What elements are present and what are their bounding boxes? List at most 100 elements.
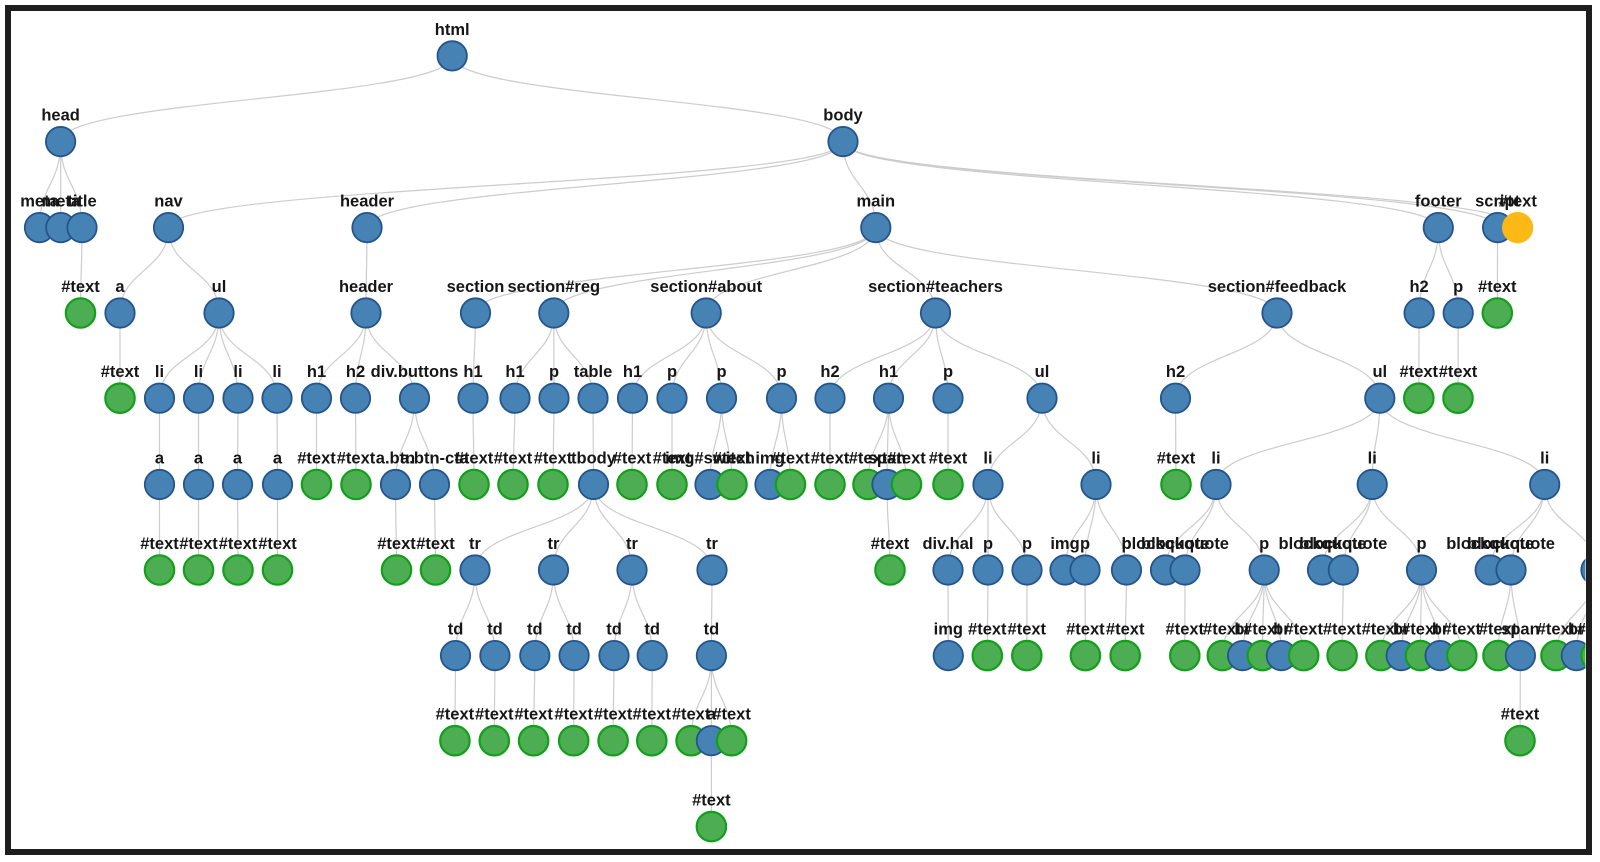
svg-text:#text: #text	[692, 792, 731, 810]
svg-text:head: head	[41, 107, 80, 125]
svg-text:#text: #text	[653, 450, 692, 468]
svg-text:h2: h2	[346, 363, 365, 381]
svg-text:p: p	[983, 535, 993, 553]
svg-text:#text: #text	[811, 450, 850, 468]
svg-text:#text: #text	[436, 706, 475, 724]
svg-text:#text: #text	[871, 535, 910, 553]
svg-text:blockquote: blockquote	[1121, 535, 1209, 553]
svg-text:div.hal: div.hal	[922, 535, 973, 553]
svg-text:a.btn: a.btn	[376, 450, 415, 468]
svg-text:footer: footer	[1415, 193, 1462, 211]
svg-text:#text: #text	[613, 450, 652, 468]
svg-text:main: main	[857, 193, 896, 211]
svg-text:#text: #text	[219, 535, 258, 553]
svg-text:tr: tr	[548, 535, 560, 553]
svg-text:#text: #text	[1501, 706, 1540, 724]
svg-text:#text: #text	[713, 450, 752, 468]
svg-text:p: p	[1080, 535, 1090, 553]
svg-text:br: br	[1568, 621, 1585, 639]
svg-text:p: p	[1453, 278, 1463, 296]
svg-text:ul: ul	[1035, 363, 1050, 381]
svg-text:a: a	[707, 706, 717, 724]
svg-text:#text: #text	[849, 450, 888, 468]
svg-text:h2: h2	[1409, 278, 1428, 296]
svg-text:blockquote: blockquote	[1299, 535, 1387, 553]
svg-text:img#switch: img#switch	[665, 450, 755, 468]
svg-text:li: li	[1540, 450, 1549, 468]
svg-text:td: td	[566, 621, 582, 639]
svg-text:p: p	[1022, 535, 1032, 553]
svg-text:#text: #text	[101, 363, 140, 381]
svg-text:#text: #text	[1439, 363, 1478, 381]
svg-text:tr: tr	[469, 535, 481, 553]
svg-text:#text: #text	[1400, 363, 1439, 381]
svg-text:#text: #text	[1479, 621, 1518, 639]
svg-text:img: img	[934, 621, 963, 639]
svg-text:#text: #text	[1443, 621, 1482, 639]
svg-text:h1: h1	[307, 363, 326, 381]
svg-text:p: p	[716, 363, 726, 381]
svg-text:table: table	[574, 363, 613, 381]
svg-text:header: header	[339, 278, 394, 296]
svg-text:#text: #text	[61, 278, 100, 296]
svg-text:#text: #text	[1478, 278, 1517, 296]
svg-text:#text: #text	[1157, 450, 1196, 468]
svg-text:header: header	[340, 193, 395, 211]
svg-text:li: li	[155, 363, 164, 381]
svg-text:h1: h1	[879, 363, 898, 381]
svg-text:#text: #text	[554, 706, 593, 724]
svg-text:ul: ul	[1372, 363, 1387, 381]
svg-text:meta: meta	[20, 193, 59, 211]
svg-text:br: br	[1234, 621, 1251, 639]
svg-text:h2: h2	[1166, 363, 1185, 381]
svg-text:span: span	[868, 450, 907, 468]
svg-text:blockquote: blockquote	[1467, 535, 1555, 553]
svg-text:#text: #text	[475, 706, 514, 724]
svg-text:#text: #text	[771, 450, 810, 468]
svg-text:td: td	[644, 621, 660, 639]
svg-text:#text: #text	[140, 535, 179, 553]
svg-text:#text: #text	[1323, 621, 1362, 639]
svg-text:#text: #text	[514, 706, 553, 724]
svg-text:#text: #text	[1106, 621, 1145, 639]
svg-text:#text: #text	[968, 621, 1007, 639]
svg-text:#text: #text	[1166, 621, 1205, 639]
svg-text:a.btn-cta: a.btn-cta	[400, 450, 470, 468]
svg-text:#text: #text	[258, 535, 297, 553]
svg-text:h1: h1	[505, 363, 524, 381]
svg-text:td: td	[487, 621, 503, 639]
svg-text:h1: h1	[623, 363, 642, 381]
svg-text:#text: #text	[1243, 621, 1282, 639]
svg-text:span: span	[1501, 621, 1540, 639]
svg-text:br: br	[1432, 621, 1449, 639]
svg-text:section#about: section#about	[650, 278, 762, 296]
svg-text:h2: h2	[820, 363, 839, 381]
svg-text:#text: #text	[297, 450, 336, 468]
svg-text:#text: #text	[1362, 621, 1401, 639]
svg-text:#text: #text	[1498, 193, 1537, 211]
svg-text:tbody: tbody	[571, 450, 617, 468]
svg-text:ul: ul	[212, 278, 227, 296]
svg-text:h1: h1	[463, 363, 482, 381]
svg-text:#text: #text	[887, 450, 926, 468]
svg-text:title: title	[67, 193, 96, 211]
svg-text:#text: #text	[1537, 621, 1576, 639]
svg-text:tr: tr	[626, 535, 638, 553]
svg-text:p: p	[1259, 535, 1269, 553]
svg-text:li: li	[983, 450, 992, 468]
svg-text:p: p	[776, 363, 786, 381]
svg-text:li: li	[1368, 450, 1377, 468]
svg-text:section#teachers: section#teachers	[868, 278, 1003, 296]
svg-text:script: script	[1475, 193, 1520, 211]
svg-text:a: a	[155, 450, 165, 468]
svg-text:section: section	[447, 278, 505, 296]
svg-text:li: li	[233, 363, 242, 381]
svg-text:#text: #text	[1203, 621, 1242, 639]
svg-text:#text: #text	[1284, 621, 1323, 639]
svg-text:#text: #text	[179, 535, 218, 553]
svg-text:blockquote: blockquote	[1446, 535, 1534, 553]
svg-text:#text: #text	[416, 535, 455, 553]
svg-text:#text: #text	[534, 450, 573, 468]
svg-text:#text: #text	[672, 706, 711, 724]
svg-text:#text: #text	[377, 535, 416, 553]
